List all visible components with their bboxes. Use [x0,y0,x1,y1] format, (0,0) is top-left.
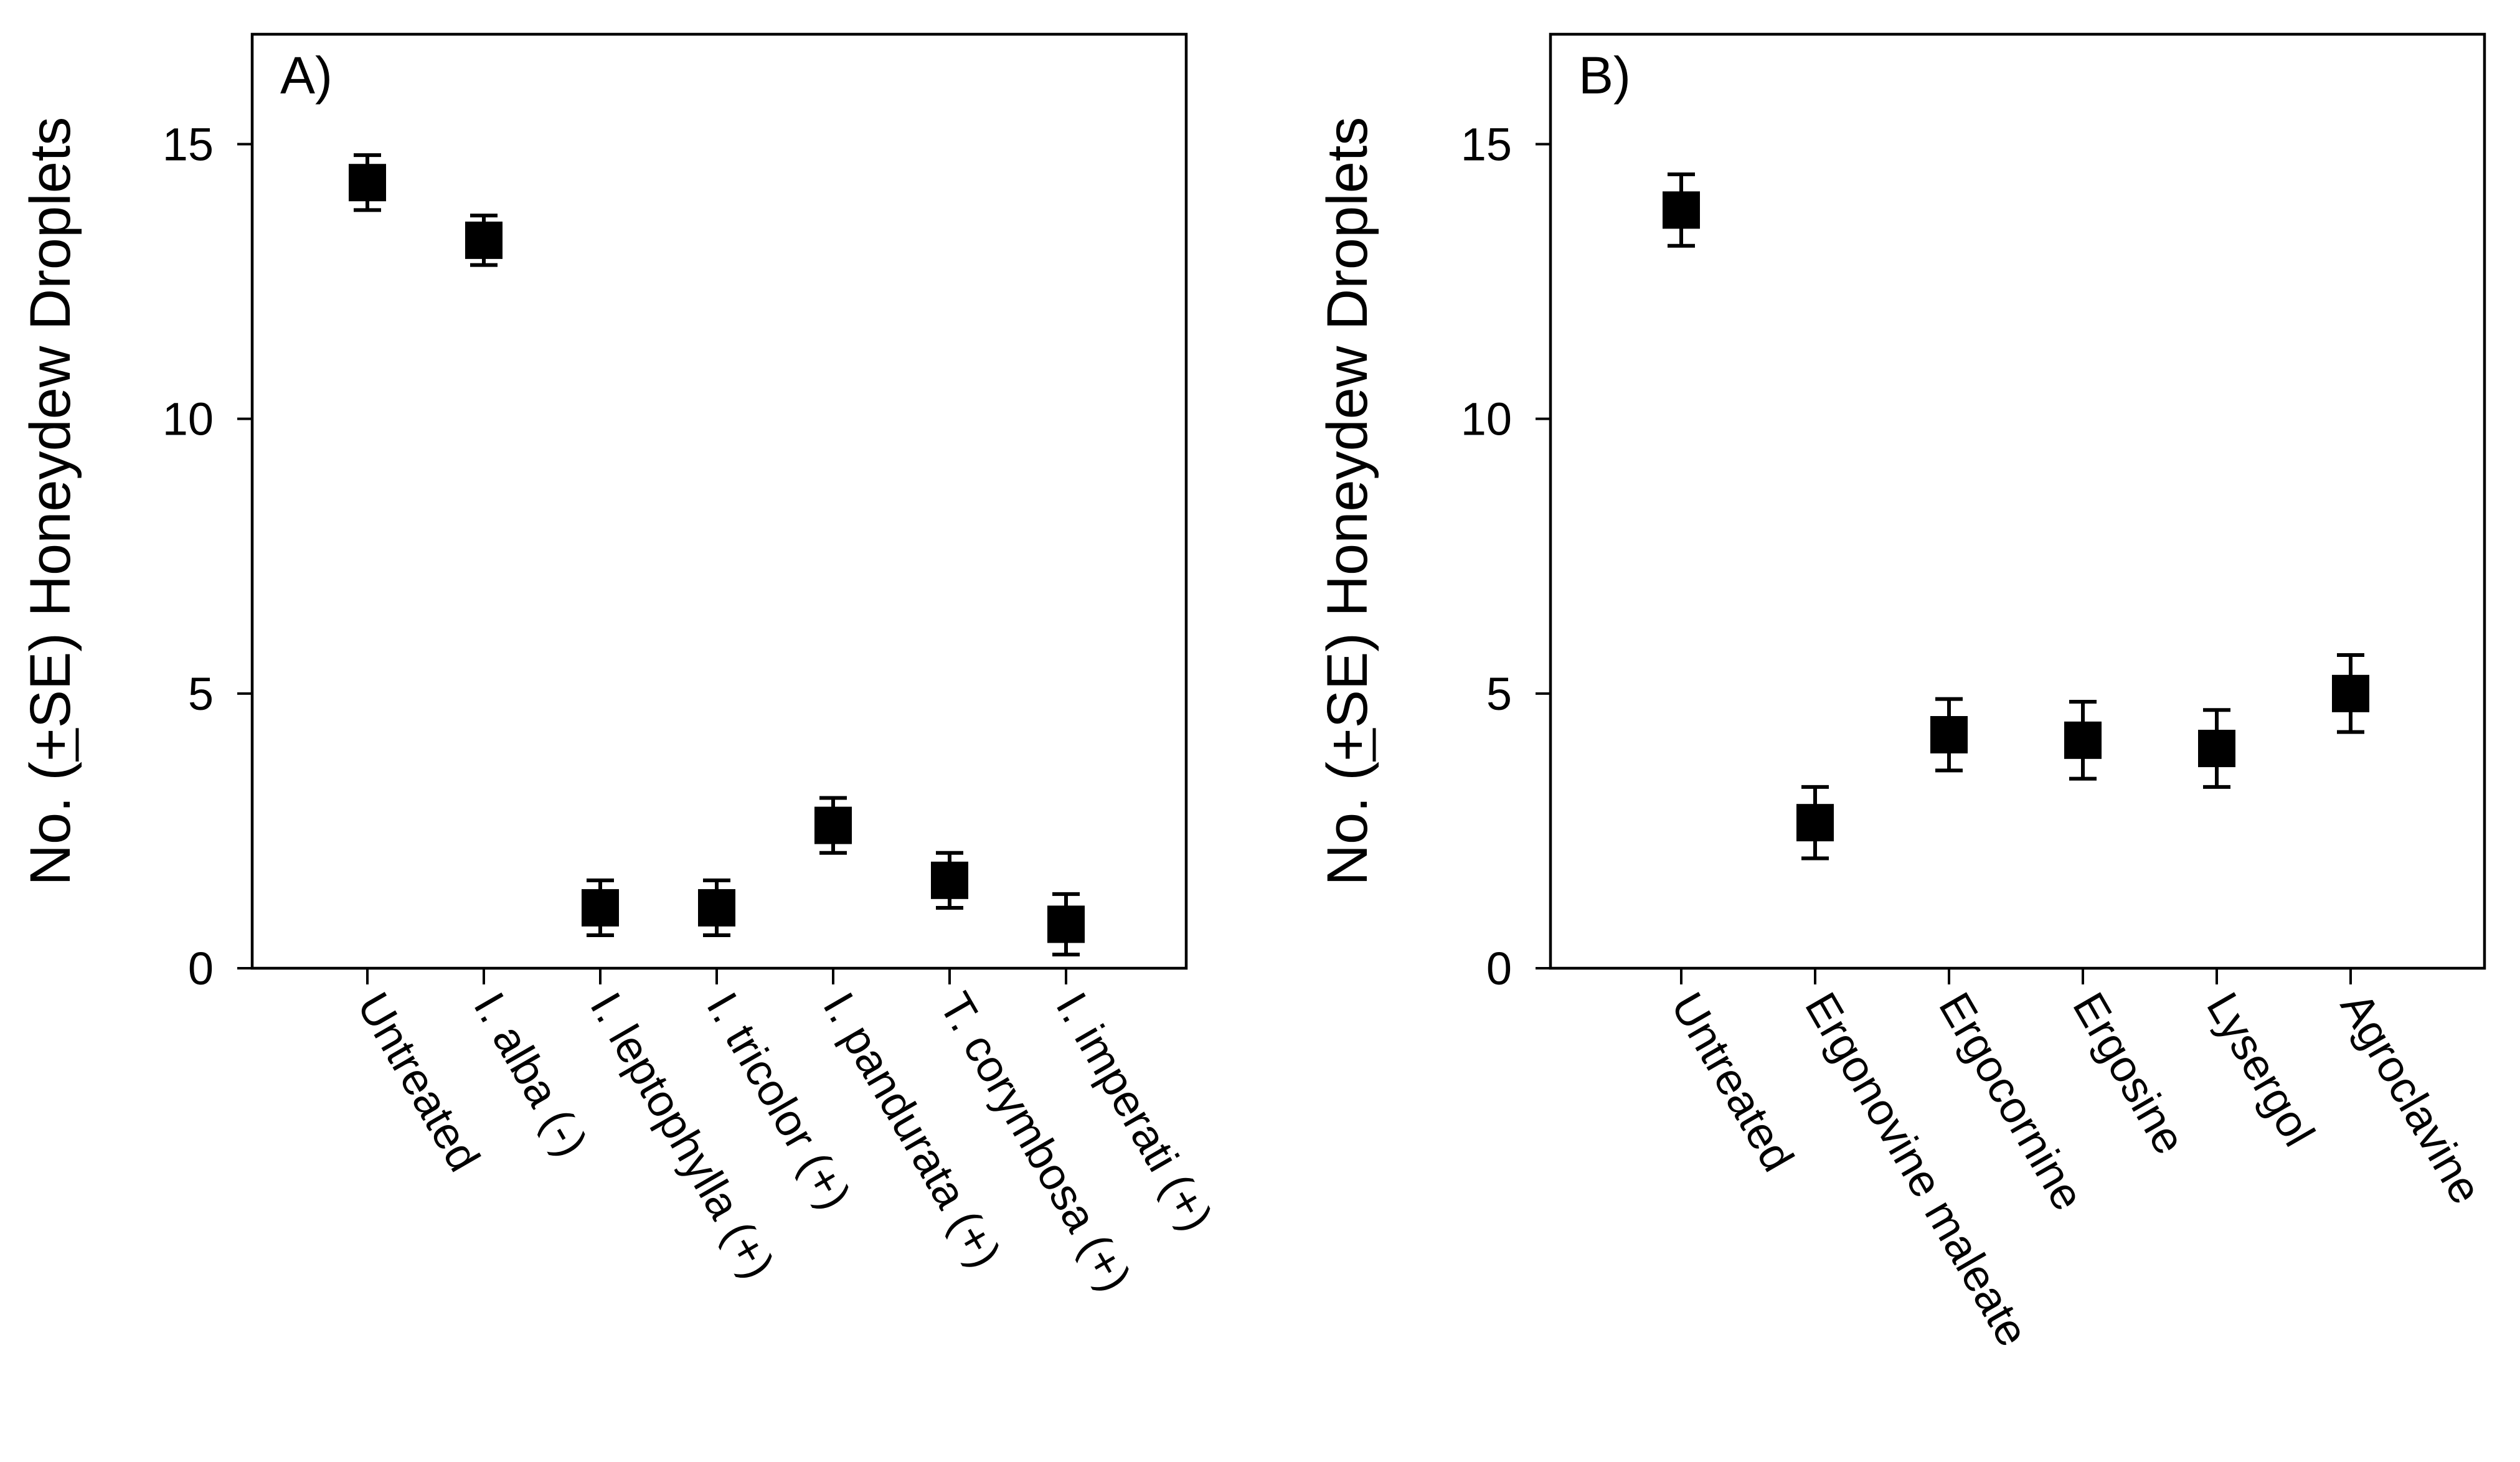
panel-a-category-label: I. alba (-) [464,984,597,1164]
panel-b-data-point [2332,674,2369,712]
panel-b-data-point [2064,721,2102,759]
panel-a-data-point [931,861,968,899]
panel-a-y-tick-label: 5 [188,668,214,720]
panel-b-category-label: Agroclavine [2331,984,2491,1212]
panel-a-data-point [349,164,386,202]
panel-b-panel-label: B) [1579,46,1631,105]
panel-b-category-label: Lysergol [2197,984,2324,1154]
panel-a-data-point [1047,905,1085,943]
panel-b-y-axis-label: No. (+SE) Honeydew Droplets [1316,117,1379,886]
panel-b-chart: B) No. (+SE) Honeydew Droplets 0 5 10 15 Untre… [1316,32,2491,1355]
panel-b-y-tick-label: 15 [1461,118,1512,170]
panel-a-chart: A)No. (+SE) Honeydew Droplets051015Untre… [19,32,1222,1299]
panel-b-data-point [2198,730,2235,768]
panel-a-data-point [814,806,852,844]
panel-a-y-tick-label: 15 [163,118,214,170]
panel-a-y-tick-label: 0 [188,943,214,994]
panel-b-y-tick-label: 5 [1486,668,1512,720]
panel-b-y-tick-label: 0 [1486,943,1512,994]
panel-a-panel-label: A) [280,46,333,105]
panel-a-plot-frame [250,32,1188,970]
panel-a-data-point [465,221,503,259]
panel-a-data-point [582,889,619,927]
panel-b-category-label: Untreated [1661,984,1803,1180]
panel-b-data-point [1796,804,1834,842]
panel-a-y-axis-label: No. (+SE) Honeydew Droplets [19,117,82,886]
panel-b-y-tick-label: 10 [1461,394,1512,445]
panel-a-data-point [698,889,735,927]
panel-b-category-label: Ergosine [2063,984,2194,1163]
panel-b-plot-frame [1549,32,2486,970]
panel-a-y-tick-label: 10 [163,394,214,445]
panel-b-data-point [1663,191,1700,229]
panel-b-data-point [1930,716,1968,753]
